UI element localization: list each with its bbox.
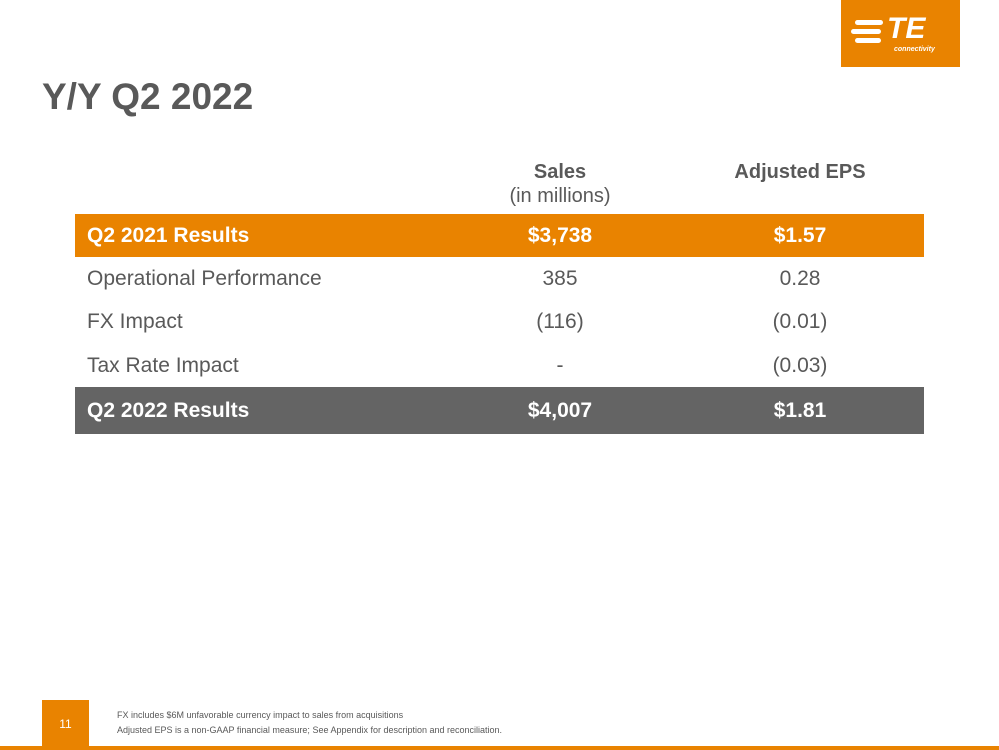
footnote: FX includes $6M unfavorable currency imp…	[117, 710, 404, 720]
table-cell: FX Impact	[87, 310, 183, 333]
logo-stripe	[855, 20, 883, 25]
table-cell: Q2 2022 Results	[87, 399, 250, 422]
table-cell: Operational Performance	[87, 267, 322, 290]
table-cell: $1.81	[773, 399, 827, 422]
column-label: Adjusted EPS	[734, 161, 866, 183]
table-cell: (116)	[536, 310, 584, 333]
column-label: Sales	[533, 161, 587, 183]
column-header: Adjusted EPS	[700, 160, 900, 184]
logo-mark: TE	[887, 12, 926, 45]
table-row: Q2 2021 Results $3,738 $1.57	[75, 214, 924, 257]
table-row: Q2 2022 Results $4,007 $1.81	[75, 387, 924, 434]
logo-tagline: connectivity	[894, 46, 935, 53]
table-cell: $1.57	[773, 224, 827, 247]
column-sublabel: (in millions)	[509, 185, 611, 207]
table-cell: $3,738	[527, 224, 593, 247]
table-cell: -	[556, 354, 564, 377]
table-row: Tax Rate Impact - (0.03)	[75, 344, 924, 387]
logo: TE connectivity	[841, 0, 960, 67]
bottom-rule	[0, 746, 999, 750]
logo-stripe	[855, 38, 881, 43]
column-header: Sales (in millions)	[460, 160, 660, 208]
page-number: 11	[42, 700, 89, 748]
footnote: Adjusted EPS is a non-GAAP financial mea…	[117, 725, 503, 735]
table-cell: 385	[542, 267, 578, 290]
table-cell: 0.28	[779, 267, 821, 290]
table-cell: (0.03)	[772, 354, 828, 377]
table-cell: Tax Rate Impact	[87, 354, 239, 377]
logo-stripe	[851, 29, 881, 34]
table-cell: $4,007	[527, 399, 593, 422]
table-cell: Q2 2021 Results	[87, 224, 250, 247]
table-row: FX Impact (116) (0.01)	[75, 300, 924, 344]
table-row: Operational Performance 385 0.28	[75, 257, 924, 300]
slide-title: Y/Y Q2 2022	[42, 76, 254, 117]
table-cell: (0.01)	[772, 310, 828, 333]
